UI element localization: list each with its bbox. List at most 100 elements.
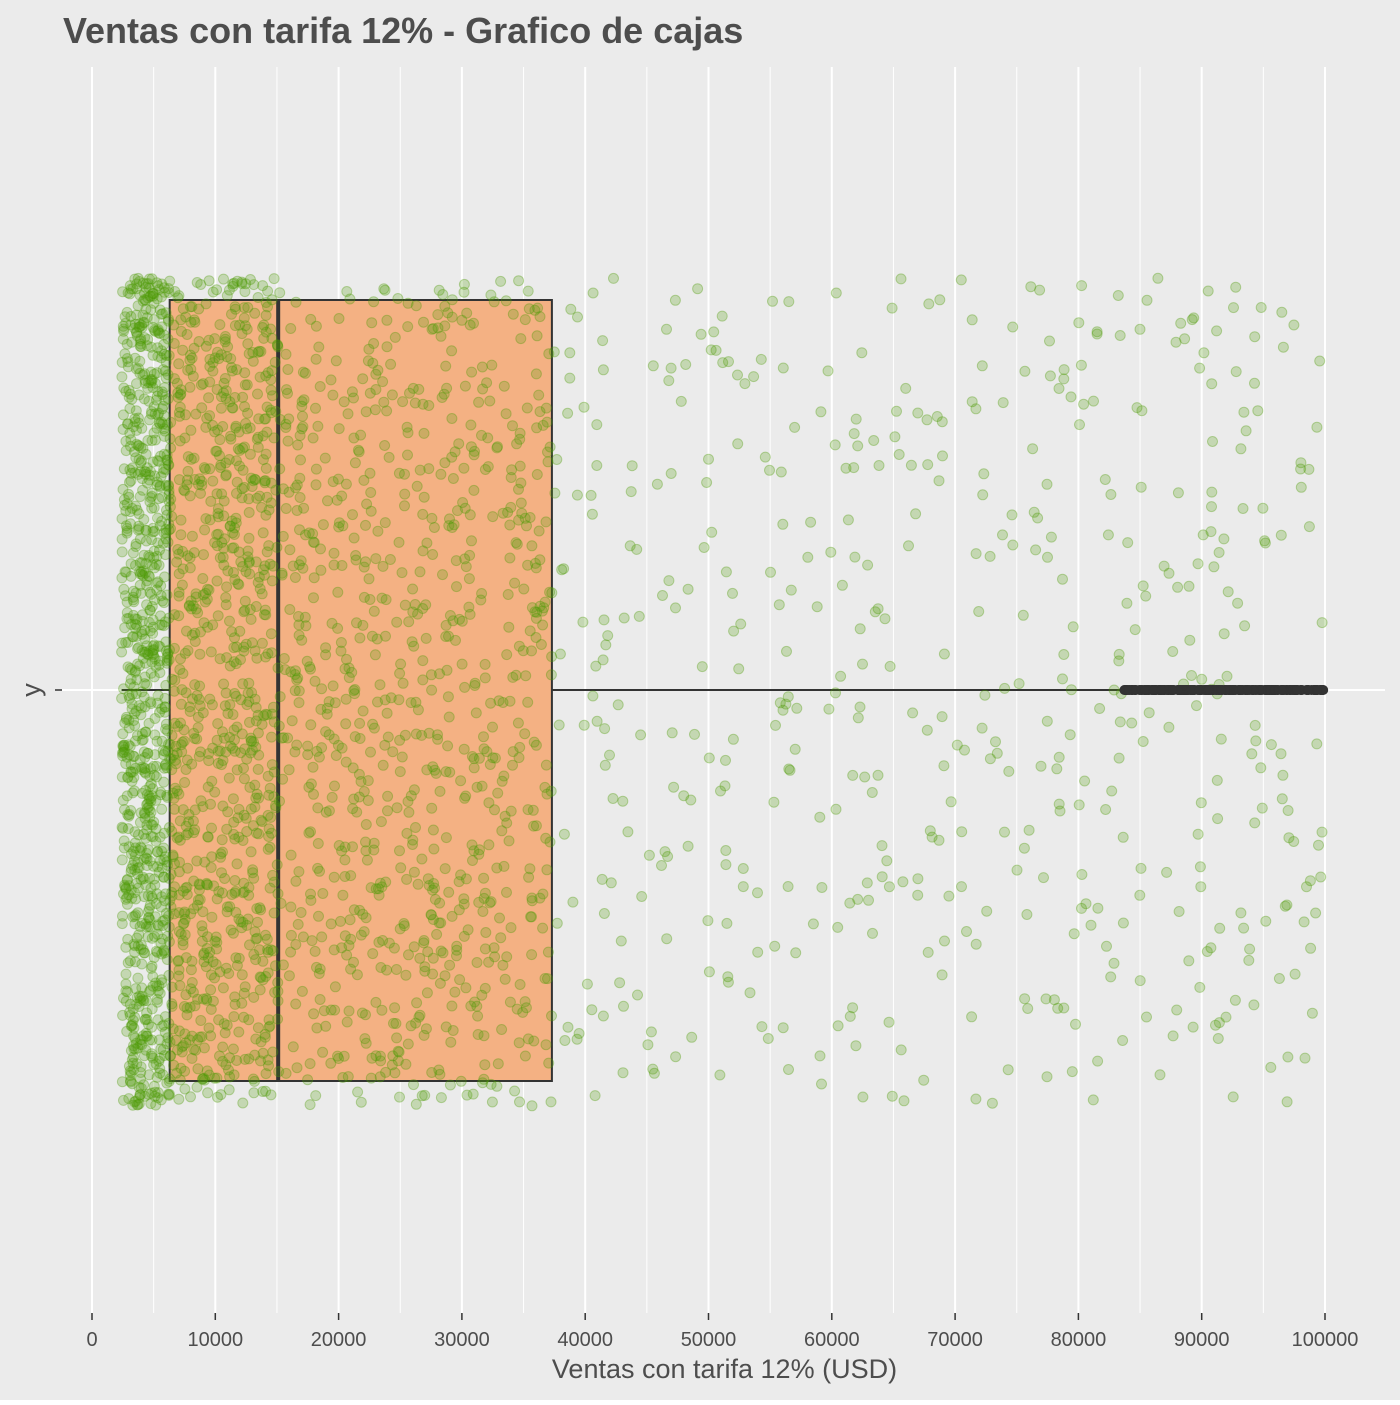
jitter-point [184,562,196,574]
jitter-point [145,984,156,996]
jitter-point [158,871,170,883]
jitter-point [147,290,159,302]
jitter-point [1032,512,1044,524]
jitter-point [395,862,407,874]
jitter-point [260,509,272,521]
jitter-point [440,360,452,372]
jitter-point [531,469,543,480]
jitter-point [144,986,155,997]
jitter-point [147,621,159,633]
jitter-point [897,876,909,888]
jitter-point [486,359,498,371]
jitter-point [373,936,385,948]
jitter-point [526,645,537,657]
jitter-point [242,407,254,419]
jitter-point [1007,321,1019,333]
jitter-point [477,383,489,395]
jitter-point [245,803,257,815]
jitter-point [148,873,160,885]
jitter-point [918,1074,930,1086]
jitter-point [161,651,173,663]
jitter-point [591,715,603,727]
jitter-point [156,515,168,527]
jitter-point [512,717,524,729]
jitter-point [263,1014,275,1026]
jitter-point [123,1060,135,1072]
jitter-point [443,886,455,898]
jitter-point [391,616,403,628]
jitter-point [408,784,420,796]
jitter-point [467,1088,479,1100]
jitter-point [211,936,223,948]
jitter-point [160,888,171,900]
jitter-point [460,790,472,802]
jitter-point [282,435,294,447]
jitter-point [129,623,141,634]
jitter-point [120,566,132,578]
jitter-point [231,721,243,733]
jitter-point [201,877,213,889]
jitter-point [912,889,924,901]
jitter-point [1078,398,1090,410]
jitter-point [449,446,461,458]
jitter-point [272,339,283,351]
jitter-point [434,668,445,680]
jitter-point [131,630,143,642]
jitter-point [239,605,251,616]
jitter-point [225,924,237,936]
jitter-point [252,1022,264,1034]
jitter-point [143,717,155,729]
jitter-point [494,912,505,924]
jitter-point [392,293,404,304]
jitter-point [1076,280,1088,292]
jitter-point [118,325,130,337]
jitter-point [744,987,756,999]
jitter-point [852,440,864,452]
jitter-point [1108,957,1120,969]
jitter-point [154,1063,166,1074]
jitter-point [365,505,377,517]
jitter-point [137,443,149,454]
jitter-point [157,1069,169,1081]
jitter-point [148,552,160,564]
jitter-point [143,616,155,628]
jitter-point [663,375,675,387]
jitter-point [404,387,415,399]
jitter-point [127,631,139,643]
jitter-point [194,648,206,660]
jitter-point [243,507,255,518]
jitter-point [970,938,982,950]
jitter-point [127,547,139,559]
jitter-point [280,503,292,514]
jitter-point [230,952,242,964]
jitter-point [137,652,149,664]
jitter-point [1022,1003,1034,1014]
jitter-point [125,518,136,530]
jitter-point [130,500,142,512]
jitter-point [163,969,175,981]
jitter-point [144,625,156,637]
jitter-point [117,1009,129,1021]
jitter-point [365,882,377,894]
jitter-point [1218,628,1230,640]
jitter-point [145,763,157,775]
jitter-point [352,1086,364,1098]
jitter-point [141,599,153,611]
jitter-point [126,462,138,474]
jitter-point [1154,1069,1166,1081]
jitter-point [416,729,428,741]
jitter-point [393,467,405,479]
jitter-point [1113,752,1125,764]
jitter-point [872,769,884,781]
jitter-point [117,910,128,922]
jitter-point [478,731,489,743]
jitter-point [148,525,160,537]
jitter-point [413,383,425,395]
jitter-point [337,520,349,532]
jitter-point [377,560,389,572]
jitter-point [128,1043,140,1055]
jitter-point [174,410,186,422]
jitter-point [1246,748,1258,760]
jitter-point [854,623,866,635]
jitter-point [154,619,166,631]
